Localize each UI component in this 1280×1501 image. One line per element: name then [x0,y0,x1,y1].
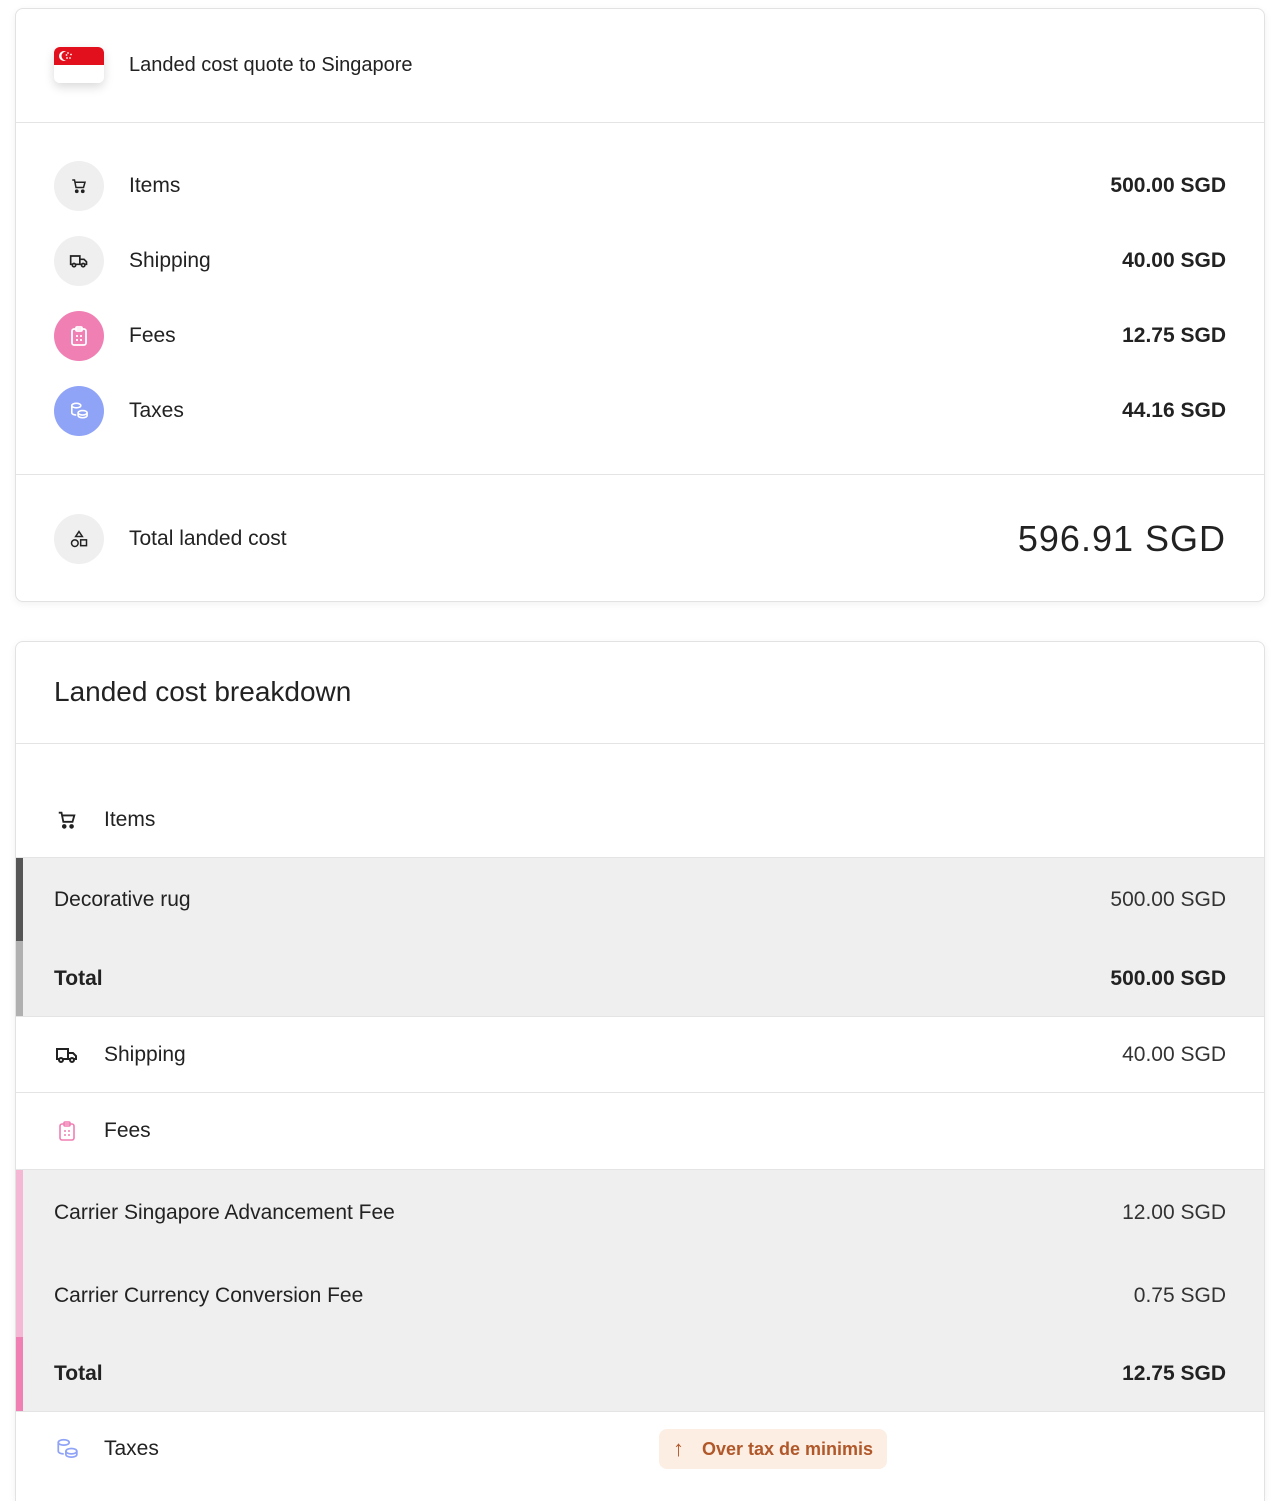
section-value: 40.00 SGD [1122,1043,1226,1066]
total-value: 500.00 SGD [1110,967,1226,990]
line-value: 0.75 SGD [1133,1284,1226,1307]
quote-total-row: Total landed cost 596.91 SGD [16,514,1264,564]
coins-icon [54,1438,80,1460]
cart-icon [54,809,80,831]
row-value: 40.00 SGD [1122,249,1226,272]
quote-header: Landed cost quote to Singapore [16,37,1264,93]
clipboard-icon [54,1120,80,1142]
line-item: Carrier Currency Conversion Fee 0.75 SGD [16,1276,1264,1316]
breakdown-fees-header: Fees [16,1111,1264,1151]
shapes-icon [54,514,104,564]
total-label: Total landed cost [129,527,287,550]
quote-row-taxes: Taxes 44.16 SGD [16,386,1264,436]
section-label: Items [104,808,156,831]
fees-total: Total 12.75 SGD [16,1354,1264,1394]
truck-icon [54,236,104,286]
row-value: 44.16 SGD [1122,399,1226,422]
quote-row-items: Items 500.00 SGD [16,161,1264,211]
quote-title: Landed cost quote to Singapore [129,53,413,76]
coins-icon [54,386,104,436]
row-label: Fees [129,324,176,347]
breakdown-items-header: Items [16,800,1264,840]
total-value: 596.91 SGD [1017,518,1226,559]
landed-cost-quote-card: Landed cost quote to Singapore Items 500… [15,8,1265,602]
items-lines: Decorative rug 500.00 SGD Total 500.00 S… [16,857,1264,1017]
line-value: 12.00 SGD [1122,1201,1226,1224]
quote-row-fees: Fees 12.75 SGD [16,311,1264,361]
total-label: Total [54,967,103,990]
line-item: Carrier Singapore Advancement Fee 12.00 … [16,1193,1264,1233]
section-label: Fees [104,1119,151,1142]
truck-icon [54,1045,80,1065]
line-label: Decorative rug [54,888,191,911]
row-value: 500.00 SGD [1110,174,1226,197]
section-label: Taxes [104,1437,159,1460]
cart-icon [54,161,104,211]
row-label: Shipping [129,249,211,272]
total-value: 12.75 SGD [1122,1362,1226,1385]
row-value: 12.75 SGD [1122,324,1226,347]
items-total: Total 500.00 SGD [16,959,1264,999]
line-value: 500.00 SGD [1110,888,1226,911]
fees-lines: Carrier Singapore Advancement Fee 12.00 … [16,1169,1264,1412]
clipboard-icon [54,311,104,361]
section-label: Shipping [104,1043,186,1066]
row-label: Items [129,174,181,197]
line-label: Carrier Singapore Advancement Fee [54,1201,395,1224]
breakdown-shipping-row: Shipping 40.00 SGD [16,1035,1264,1075]
breakdown-title: Landed cost breakdown [54,676,352,707]
line-label: Carrier Currency Conversion Fee [54,1284,364,1307]
landed-cost-breakdown-card: Landed cost breakdown Items Decorative r… [15,641,1265,1501]
row-label: Taxes [129,399,184,422]
singapore-flag-icon [54,47,104,83]
over-de-minimis-badge: ↑ Over tax de minimis [659,1429,888,1469]
total-label: Total [54,1362,103,1385]
arrow-up-icon: ↑ [673,1436,684,1461]
quote-row-shipping: Shipping 40.00 SGD [16,236,1264,286]
line-item: Decorative rug 500.00 SGD [16,880,1264,920]
badge-label: Over tax de minimis [702,1438,874,1459]
breakdown-taxes-row: Taxes [16,1429,1264,1469]
